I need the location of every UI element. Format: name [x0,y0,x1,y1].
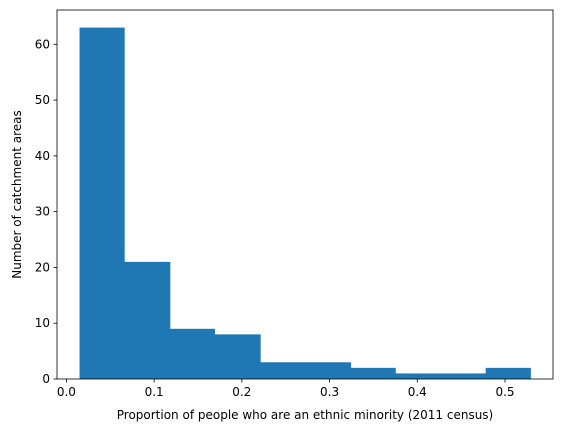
y-axis-label: Number of catchment areas [10,110,24,278]
plot-area: 0.0 0.1 0.2 0.3 0.4 0.5 0 10 20 30 40 50 60 [35,9,554,399]
y-tick-label: 60 [35,37,50,51]
histogram-bar-5 [260,362,306,379]
x-axis-label: Proportion of people who are an ethnic m… [117,408,494,422]
histogram-bar-2 [124,261,171,379]
y-tick-label: 10 [35,316,50,330]
x-tick-label: 0.0 [57,385,76,399]
x-axis-ticks: 0.0 0.1 0.2 0.3 0.4 0.5 [57,379,515,399]
y-tick-label: 20 [35,260,50,274]
y-tick-label: 30 [35,205,50,219]
y-tick-label: 0 [42,372,50,386]
histogram-bar-10 [485,367,531,379]
axes-frame [56,9,554,380]
x-tick-label: 0.1 [145,385,164,399]
y-tick-label: 50 [35,93,50,107]
x-tick-label: 0.2 [232,385,251,399]
histogram-bar-9 [440,373,487,379]
histogram-bar-7 [350,367,396,379]
x-tick-label: 0.5 [495,385,514,399]
y-axis-ticks: 0 10 20 30 40 50 60 [35,37,57,386]
x-tick-label: 0.4 [408,385,427,399]
histogram-bars [79,27,531,379]
histogram-bar-1 [79,27,125,379]
y-tick-label: 40 [35,149,50,163]
histogram-bar-6 [305,362,352,379]
histogram-bar-3 [169,328,216,379]
histogram-bar-4 [214,334,261,379]
histogram-bar-8 [395,373,441,379]
x-tick-label: 0.3 [320,385,339,399]
